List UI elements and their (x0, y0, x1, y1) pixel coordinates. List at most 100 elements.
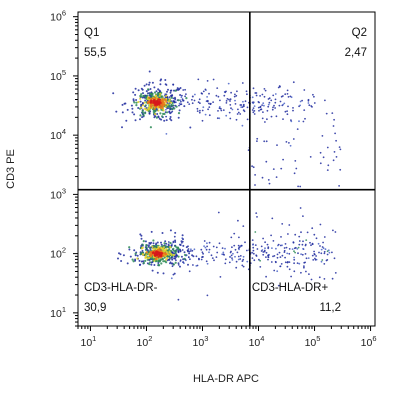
event-dot (335, 139, 337, 142)
event-dot (153, 264, 156, 266)
event-dot (236, 113, 239, 115)
event-dot (255, 212, 258, 215)
event-dot (147, 88, 150, 91)
tick-label-exponent: 3 (204, 334, 208, 343)
event-dot (299, 100, 302, 103)
event-dot (162, 109, 165, 112)
event-dot (302, 120, 305, 123)
event-dot (165, 108, 167, 111)
event-dot (240, 244, 243, 247)
event-dot (128, 248, 131, 251)
event-dot (145, 83, 148, 86)
event-dot (256, 216, 258, 218)
event-dot (151, 94, 154, 97)
event-dot (155, 244, 158, 247)
event-dot (169, 91, 172, 94)
event-dot (202, 90, 205, 93)
event-dot (265, 251, 268, 254)
event-dot (228, 261, 231, 264)
event-dot (149, 251, 152, 254)
event-dot (284, 110, 287, 113)
event-dot (158, 264, 161, 267)
event-dot (252, 111, 255, 114)
event-dot (288, 224, 291, 226)
event-dot (254, 174, 256, 176)
event-dot (284, 243, 287, 245)
event-dot (246, 260, 249, 263)
event-dot (339, 168, 342, 171)
event-dot (319, 223, 322, 226)
event-dot (259, 95, 261, 97)
event-dot (283, 247, 286, 249)
event-dot (284, 261, 287, 264)
event-dot (165, 111, 169, 114)
event-dot (157, 109, 160, 112)
event-dot (300, 253, 302, 256)
plot-frame (77, 11, 376, 327)
event-dot (241, 124, 244, 127)
event-dot (139, 118, 141, 121)
event-dot (174, 231, 177, 234)
event-dot (177, 262, 180, 265)
event-dot (208, 106, 211, 108)
event-dot (133, 113, 136, 116)
event-dot (242, 258, 245, 261)
event-dot (160, 241, 162, 244)
event-dot (153, 98, 156, 102)
event-dot (140, 260, 143, 263)
event-dot (298, 243, 301, 246)
event-dot (315, 237, 318, 240)
event-dot (290, 119, 292, 121)
event-dot (267, 256, 270, 259)
event-dot (150, 230, 153, 233)
event-dot (141, 104, 145, 107)
event-dot (154, 105, 157, 109)
event-dot (221, 247, 224, 250)
event-dot (170, 119, 173, 122)
quadrant-labels: Q1 55,5 Q2 2,47 CD3-HLA-DR- 30,9 CD3-HLA-DR+ 11… (84, 27, 367, 314)
event-dot (178, 109, 181, 112)
event-dot (178, 102, 181, 105)
event-dot (262, 253, 265, 256)
event-dot (254, 184, 256, 186)
quadrant-label-q2: Q2 (352, 27, 367, 39)
event-dot (143, 107, 146, 110)
event-dot (241, 82, 244, 84)
event-dot (167, 245, 170, 249)
event-dot (252, 166, 255, 169)
event-dot (141, 116, 144, 119)
event-dot (252, 252, 255, 255)
event-dot (282, 158, 284, 161)
event-dot (157, 260, 160, 263)
event-dot (141, 246, 144, 249)
quadrant-value-q1: 55,5 (84, 47, 106, 59)
event-dot (154, 97, 157, 100)
event-dot (263, 104, 265, 107)
y-tick-label: 103 (50, 186, 66, 201)
event-dot (181, 98, 184, 101)
event-dot (186, 101, 189, 104)
event-dot (118, 252, 120, 255)
event-dot (144, 259, 147, 262)
event-dot (150, 99, 153, 102)
tick-label-base: 10 (193, 337, 205, 349)
event-dot (201, 251, 204, 254)
tick-label-base: 10 (305, 337, 317, 349)
event-dot (318, 251, 320, 254)
event-dot (180, 96, 183, 99)
event-dot (198, 111, 201, 114)
event-dot (216, 87, 219, 89)
event-dot (120, 260, 123, 262)
event-dot (167, 88, 169, 91)
event-dot (179, 94, 182, 96)
event-dot (148, 70, 151, 73)
event-dot (145, 251, 148, 254)
event-dot (224, 262, 227, 265)
event-dot (142, 240, 145, 243)
event-dot (279, 265, 282, 268)
event-dot (242, 103, 245, 106)
event-dot (265, 256, 267, 258)
event-dot (320, 252, 323, 255)
event-dot (149, 88, 152, 90)
